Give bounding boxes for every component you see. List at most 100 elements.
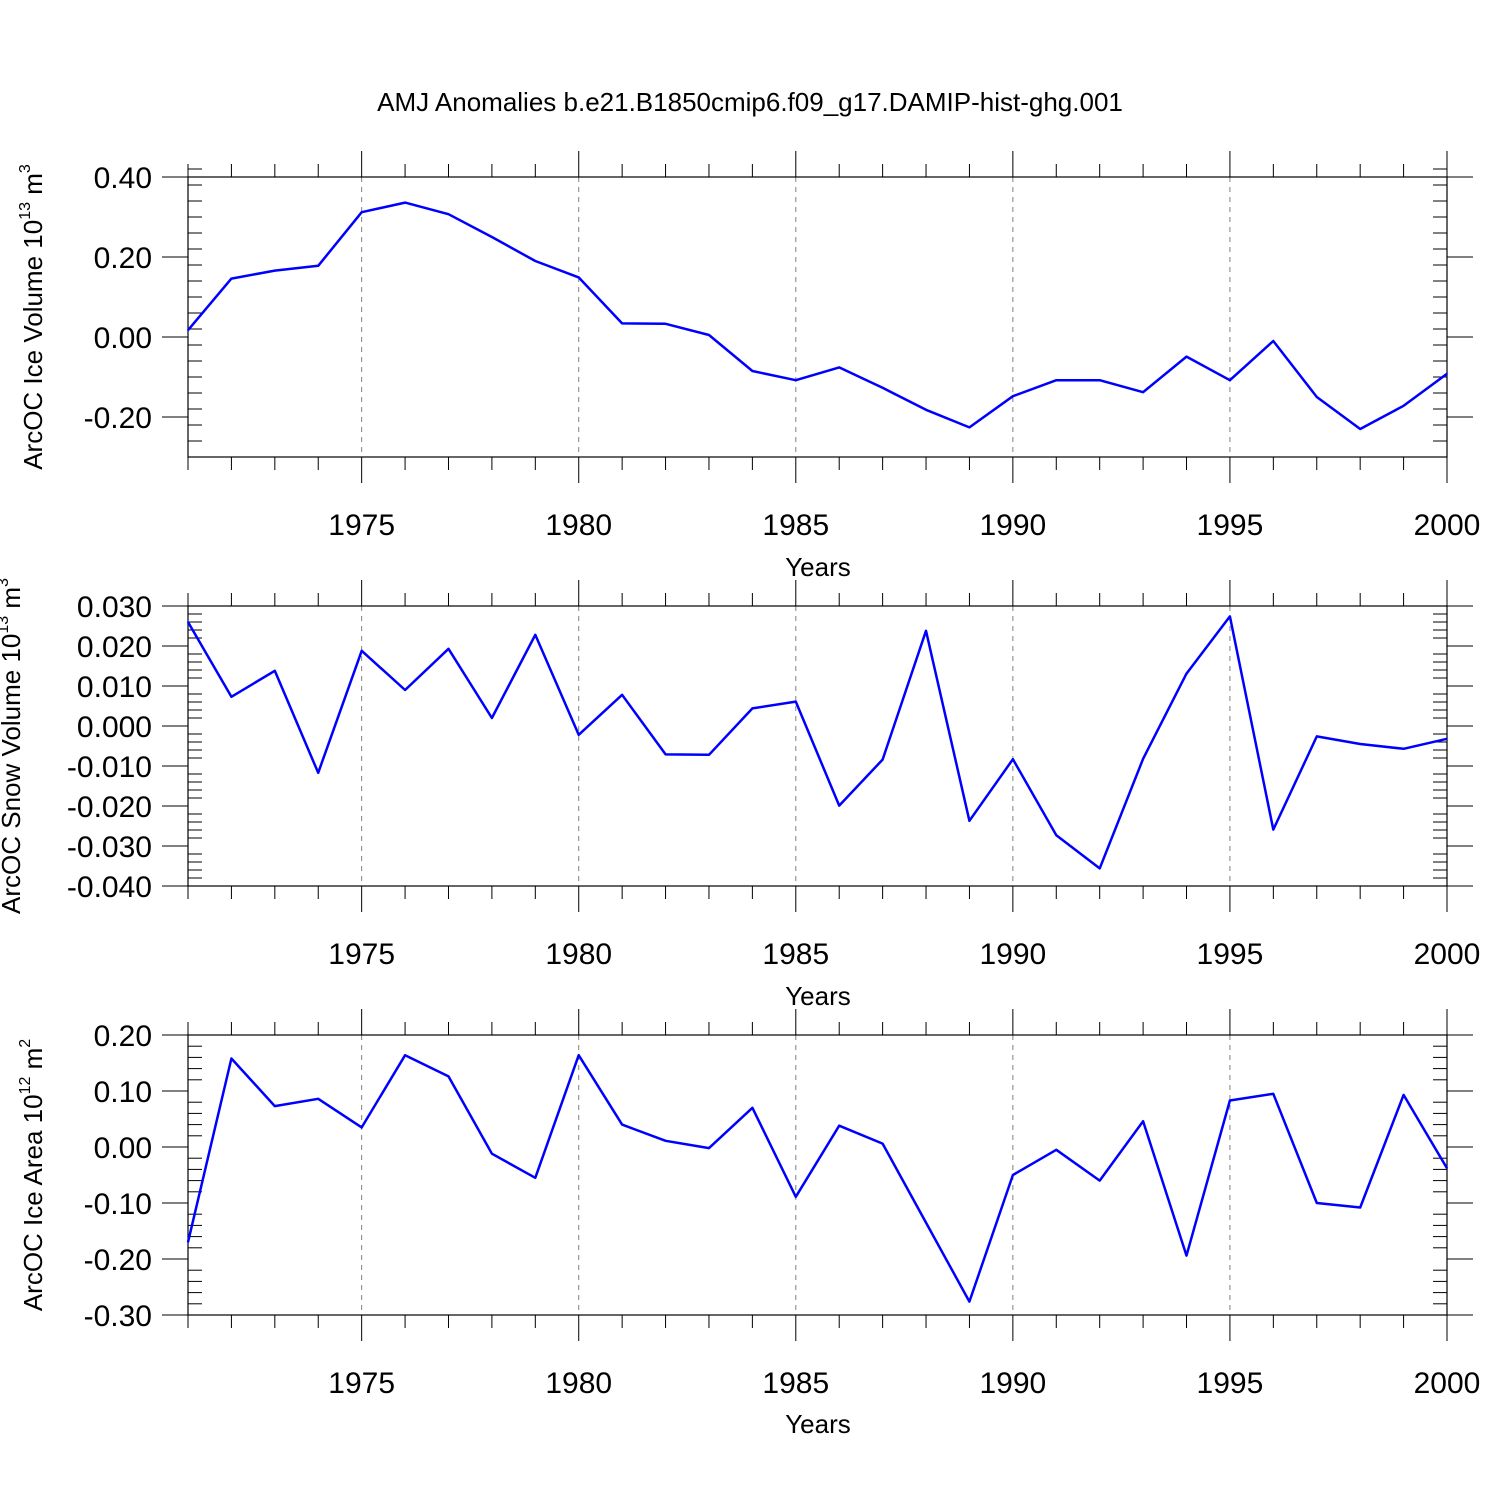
y-axis-label-main: ArcOC Ice Area 10 (18, 1094, 48, 1311)
data-point (187, 1241, 189, 1243)
x-tick-label: 2000 (1414, 509, 1481, 542)
data-point (1402, 1094, 1405, 1096)
data-point (577, 1054, 580, 1056)
y-axis-label-unit: m (0, 587, 26, 616)
data-point (1055, 379, 1058, 382)
panel-ice-area: Years ArcOC Ice Area 1012 m2 -0.30 -0.20 -… (17, 1009, 1480, 1439)
data-point (491, 1152, 493, 1155)
data-point (187, 621, 189, 623)
x-axis-label: Years (785, 981, 851, 1011)
data-point (577, 276, 580, 279)
y-tick-label: -0.10 (84, 1188, 152, 1221)
x-tick-label: 1975 (328, 1367, 395, 1400)
data-point (1185, 355, 1188, 358)
data-point (1315, 1202, 1318, 1204)
data-point (317, 772, 320, 774)
y-tick-label: -0.20 (84, 402, 152, 435)
data-point (447, 213, 450, 215)
y-axis-label: ArcOC Ice Area 1012 m2 (17, 1039, 48, 1311)
y-axis-label-unit-exponent: 2 (17, 1039, 34, 1048)
y-tick-label: 0.00 (94, 1132, 152, 1165)
data-point (968, 1300, 971, 1303)
y-tick-label: 0.10 (94, 1076, 152, 1109)
data-point (274, 670, 276, 672)
data-point (1315, 396, 1318, 398)
data-point (404, 201, 406, 204)
y-axis-label: ArcOC Ice Volume 1013 m3 (17, 164, 48, 470)
y-tick-label: 0.00 (94, 322, 152, 355)
data-point (1229, 1099, 1231, 1102)
y-axis-label-exponent: 13 (17, 202, 34, 220)
data-point (794, 1196, 797, 1198)
x-tick-label: 1985 (762, 938, 829, 971)
data-point (621, 322, 623, 325)
data-point (404, 689, 406, 691)
x-tick-label: 1975 (328, 938, 395, 971)
data-point (1229, 379, 1231, 382)
data-point (534, 260, 537, 262)
data-point (664, 323, 667, 325)
x-tick-label: 1995 (1197, 938, 1264, 971)
data-point (1446, 1167, 1448, 1170)
data-point (317, 265, 320, 267)
plot-frame (187, 176, 1448, 458)
data-point (230, 696, 233, 698)
data-point (1142, 391, 1144, 394)
x-tick-label: 1985 (762, 1367, 829, 1400)
data-point (664, 1140, 667, 1142)
data-point (491, 717, 493, 719)
data-point (751, 1107, 754, 1109)
figure-title: AMJ Anomalies b.e21.B1850cmip6.f09_g17.D… (377, 87, 1123, 117)
data-point (794, 700, 797, 703)
data-point (621, 694, 623, 696)
y-tick-label: 0.20 (94, 242, 152, 275)
data-point (1272, 1093, 1275, 1095)
series-line (187, 201, 1448, 431)
data-point (708, 334, 710, 336)
data-point (1272, 828, 1275, 831)
y-tick-label: -0.030 (67, 831, 152, 864)
data-point (751, 370, 754, 372)
data-point (1359, 743, 1361, 745)
y-tick-label: -0.20 (84, 1244, 152, 1277)
data-point (1272, 340, 1275, 342)
panel-snow-volume: Years ArcOC Snow Volume 1013 m3 -0.040 -0… (0, 578, 1480, 1011)
data-point (230, 277, 233, 280)
y-axis-label-unit-exponent: 3 (0, 578, 12, 587)
data-point (1402, 748, 1405, 750)
y-axis-label-main: ArcOC Snow Volume 10 (0, 634, 26, 914)
data-point (1012, 395, 1014, 398)
data-point (230, 1057, 233, 1060)
x-tick-label: 1995 (1197, 1367, 1264, 1400)
x-tick-label: 1990 (979, 509, 1046, 542)
data-point (447, 648, 450, 650)
x-tick-label: 1990 (979, 1367, 1046, 1400)
data-point (360, 211, 363, 213)
x-tick-label: 1980 (545, 938, 612, 971)
y-axis-label-unit-exponent: 3 (17, 164, 34, 173)
data-point (577, 734, 580, 736)
data-point (1185, 672, 1188, 675)
y-tick-label: -0.010 (67, 751, 152, 784)
data-point (1098, 867, 1101, 870)
plot-frame (187, 1034, 1448, 1316)
data-point (360, 650, 363, 652)
data-point (1229, 615, 1231, 618)
data-point (534, 1177, 537, 1179)
x-tick-label: 2000 (1414, 1367, 1481, 1400)
data-point (1359, 428, 1361, 430)
y-tick-label: 0.010 (77, 671, 152, 704)
data-point (925, 409, 927, 411)
data-point (274, 269, 276, 272)
data-point (1098, 1179, 1101, 1182)
data-point (1185, 1254, 1188, 1257)
data-point (621, 1123, 623, 1126)
data-point (1012, 758, 1014, 760)
x-tick-label: 2000 (1414, 938, 1481, 971)
x-tick-label: 1975 (328, 509, 395, 542)
data-point (1446, 373, 1448, 375)
panel-ice-volume: Years ArcOC Ice Volume 1013 m3 -0.20 0.00… (17, 151, 1480, 582)
x-tick-label: 1980 (545, 1367, 612, 1400)
series-line (186, 615, 1448, 870)
